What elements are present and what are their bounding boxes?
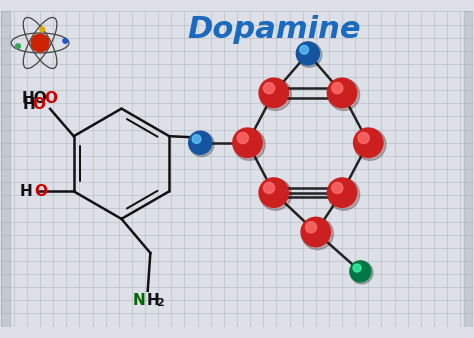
Text: Dopamine: Dopamine: [187, 15, 361, 44]
Circle shape: [233, 129, 265, 161]
Circle shape: [260, 178, 292, 210]
Text: N: N: [132, 293, 145, 308]
Text: O: O: [44, 91, 57, 106]
Circle shape: [300, 45, 309, 54]
Circle shape: [259, 178, 289, 207]
Text: O: O: [32, 97, 45, 112]
Circle shape: [328, 78, 357, 107]
Circle shape: [328, 79, 360, 111]
Circle shape: [63, 39, 68, 43]
Bar: [464, 11, 474, 327]
Circle shape: [31, 34, 49, 52]
Text: H: H: [20, 184, 33, 199]
Text: O: O: [34, 184, 47, 199]
Circle shape: [259, 78, 289, 107]
Circle shape: [350, 261, 373, 284]
Circle shape: [328, 178, 357, 207]
Circle shape: [264, 82, 274, 94]
Text: HO: HO: [22, 91, 47, 106]
Circle shape: [332, 182, 343, 194]
Circle shape: [332, 82, 343, 94]
Circle shape: [189, 132, 214, 156]
Circle shape: [189, 131, 212, 154]
Text: H: H: [146, 293, 159, 308]
Circle shape: [353, 264, 361, 272]
Circle shape: [350, 261, 371, 282]
Circle shape: [297, 42, 322, 67]
Text: H: H: [23, 97, 36, 112]
Circle shape: [260, 79, 292, 111]
Circle shape: [354, 128, 383, 158]
Text: 2: 2: [156, 298, 164, 309]
Circle shape: [192, 135, 201, 143]
Circle shape: [358, 132, 369, 144]
Circle shape: [237, 132, 248, 144]
Circle shape: [233, 128, 262, 158]
Circle shape: [328, 178, 360, 210]
Circle shape: [40, 27, 45, 32]
Circle shape: [301, 218, 333, 250]
Circle shape: [296, 42, 319, 65]
Circle shape: [16, 44, 20, 48]
Circle shape: [264, 182, 274, 194]
Circle shape: [301, 217, 330, 247]
Circle shape: [354, 129, 386, 161]
Circle shape: [305, 222, 317, 233]
Bar: [0, 11, 10, 327]
